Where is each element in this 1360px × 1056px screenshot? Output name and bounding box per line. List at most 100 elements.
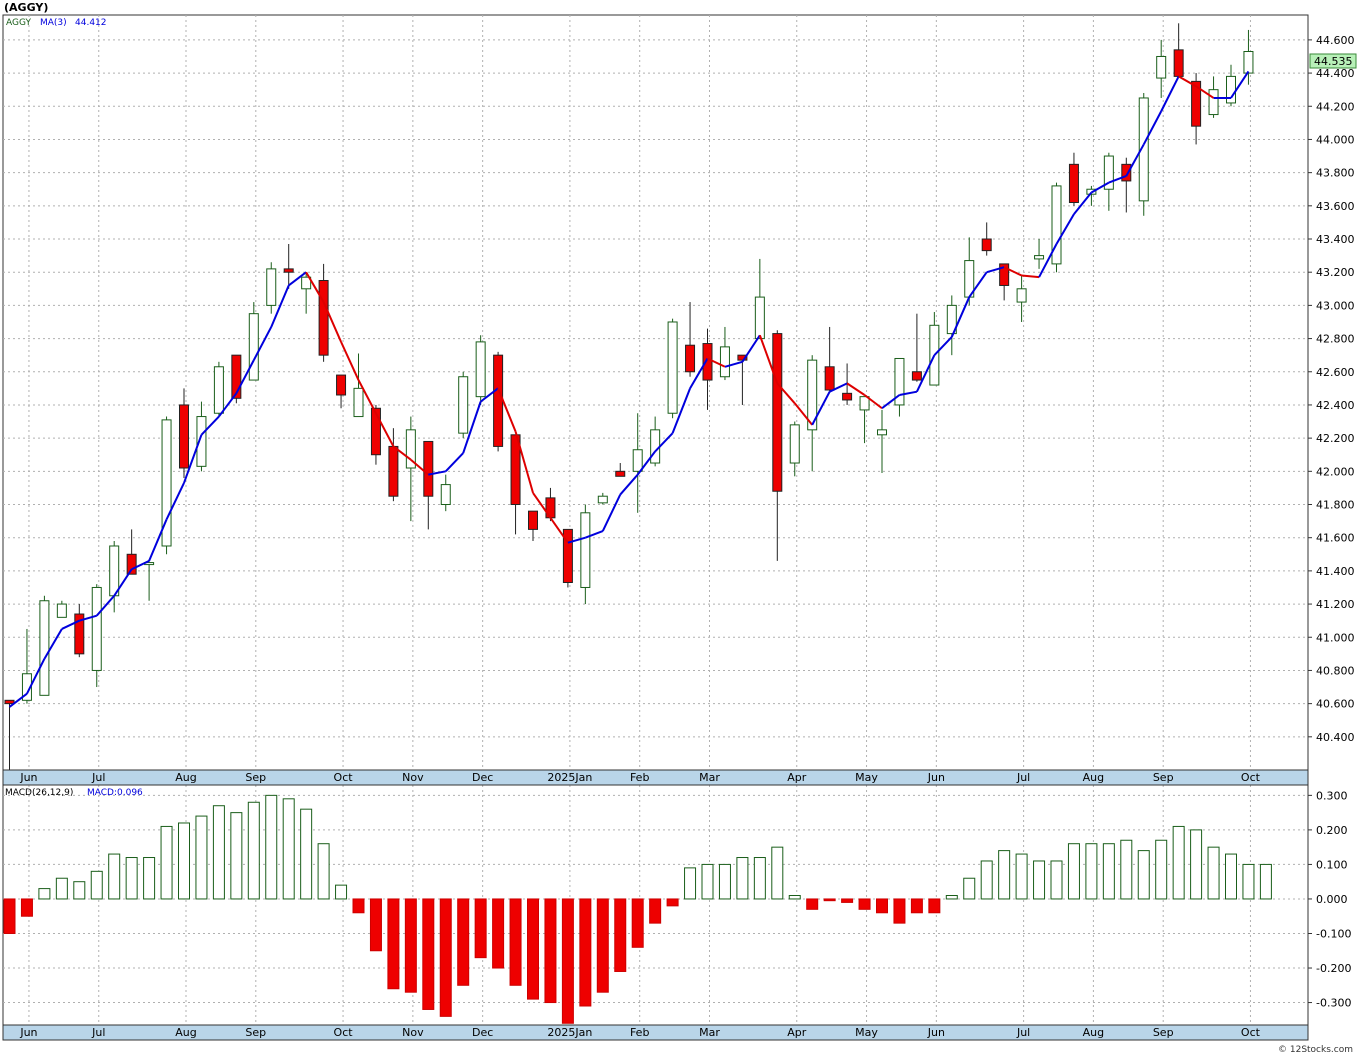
ma-segment [549,517,569,544]
ma-segment [322,301,342,343]
candle-body [179,404,189,469]
month-label: Nov [402,1026,424,1039]
candle [859,396,870,444]
candle-body [1103,155,1114,190]
macd-bar [300,808,313,900]
candle [231,354,242,404]
macd-bar [247,801,260,900]
macd-bar [369,898,382,952]
candle [423,440,434,530]
macd-bar [1172,825,1185,900]
candle-body [336,374,347,396]
month-label: Dec [472,1026,493,1039]
candle [56,600,67,618]
candle-body [39,600,50,696]
macd-bar [596,898,609,993]
price-tick-label: 41.200 [1316,598,1355,611]
candle-body [772,333,783,492]
ma-segment [61,619,80,630]
candle-body [405,429,416,469]
ma-segment [986,266,1005,274]
ma-segment [392,445,412,461]
ma-segment [410,458,429,476]
month-labels: Jun Jun Jul Jul Aug Aug Sep Sep Oct Oct Nov Nov Dec D… [19,771,1260,1039]
ma-segment [288,271,307,287]
macd-bar [1120,839,1133,900]
ma-segment [619,473,639,496]
price-tick-label: 41.800 [1316,499,1355,512]
price-date-axis-band [2,769,1309,786]
macd-axis: 0.300 0.200 0.100 0.000 -0.100 -0.200 -0.300 [1308,789,1351,1010]
ma-segment [480,387,499,403]
ma-segment [968,271,988,298]
candle-body [353,387,364,418]
month-label: 2025Jan [547,771,592,784]
macd-bar [55,877,68,900]
candle [1191,73,1202,145]
month-label: Sep [1153,771,1174,784]
ma-segment [1090,181,1110,194]
candle-body [196,416,207,467]
macd-bar [404,898,417,993]
candle-body [388,445,399,497]
last-price-label: 44.535 [1314,55,1353,68]
candle-body [632,449,643,472]
macd-bar [474,898,487,959]
macd-bar [108,853,121,900]
candle [1156,39,1167,98]
ma-segment [1230,70,1250,99]
price-tick-label: 41.600 [1316,532,1355,545]
candle-body [1051,185,1062,265]
candle-body [1156,55,1167,79]
candlesticks [4,23,1254,770]
ma-segment [567,536,586,544]
candle-body [213,366,224,414]
macd-bar [1033,860,1046,900]
candle-body [370,407,381,456]
ma-segment [636,450,656,476]
month-label: Mar [699,1026,720,1039]
ma-segment [724,360,743,368]
macd-bar [527,898,539,1000]
price-panel-frame [2,14,1309,771]
macd-bar [980,860,993,900]
month-label: Oct [1241,771,1261,784]
ma-segment [915,354,936,393]
candle-body [126,553,137,575]
candle-body [999,263,1010,286]
candle [597,492,608,505]
macd-bar [823,898,836,902]
month-label: Dec [472,771,493,784]
month-label: Jul [1016,1026,1030,1039]
candle [685,302,696,377]
macd-label: MACD(26,12,9) [5,788,73,798]
candle [702,328,713,410]
candle-body [301,276,312,290]
candle [877,409,887,473]
macd-bar [1190,829,1203,900]
ma-segment [1178,75,1197,88]
month-label: Feb [630,771,649,784]
legend-ma: MA(3) [40,18,67,28]
price-tick-label: 43.600 [1316,200,1355,213]
ma-segment [357,379,377,414]
macd-bar [684,867,697,900]
candle [1034,239,1045,269]
candle [667,318,678,419]
month-label: Feb [630,1026,649,1039]
ma-segment [741,334,761,363]
ma-segment [131,560,150,571]
candle [911,313,922,382]
month-label: May [855,1026,878,1039]
candle-body [981,238,992,252]
ma-segment [776,382,796,404]
candle [283,243,294,289]
candle-body [1121,163,1132,182]
ma-segment [601,494,622,532]
candle [336,374,347,409]
last-price-box [1309,53,1357,69]
candle-body [74,613,85,655]
price-tick-label: 40.800 [1316,664,1355,677]
month-label: Sep [245,1026,266,1039]
